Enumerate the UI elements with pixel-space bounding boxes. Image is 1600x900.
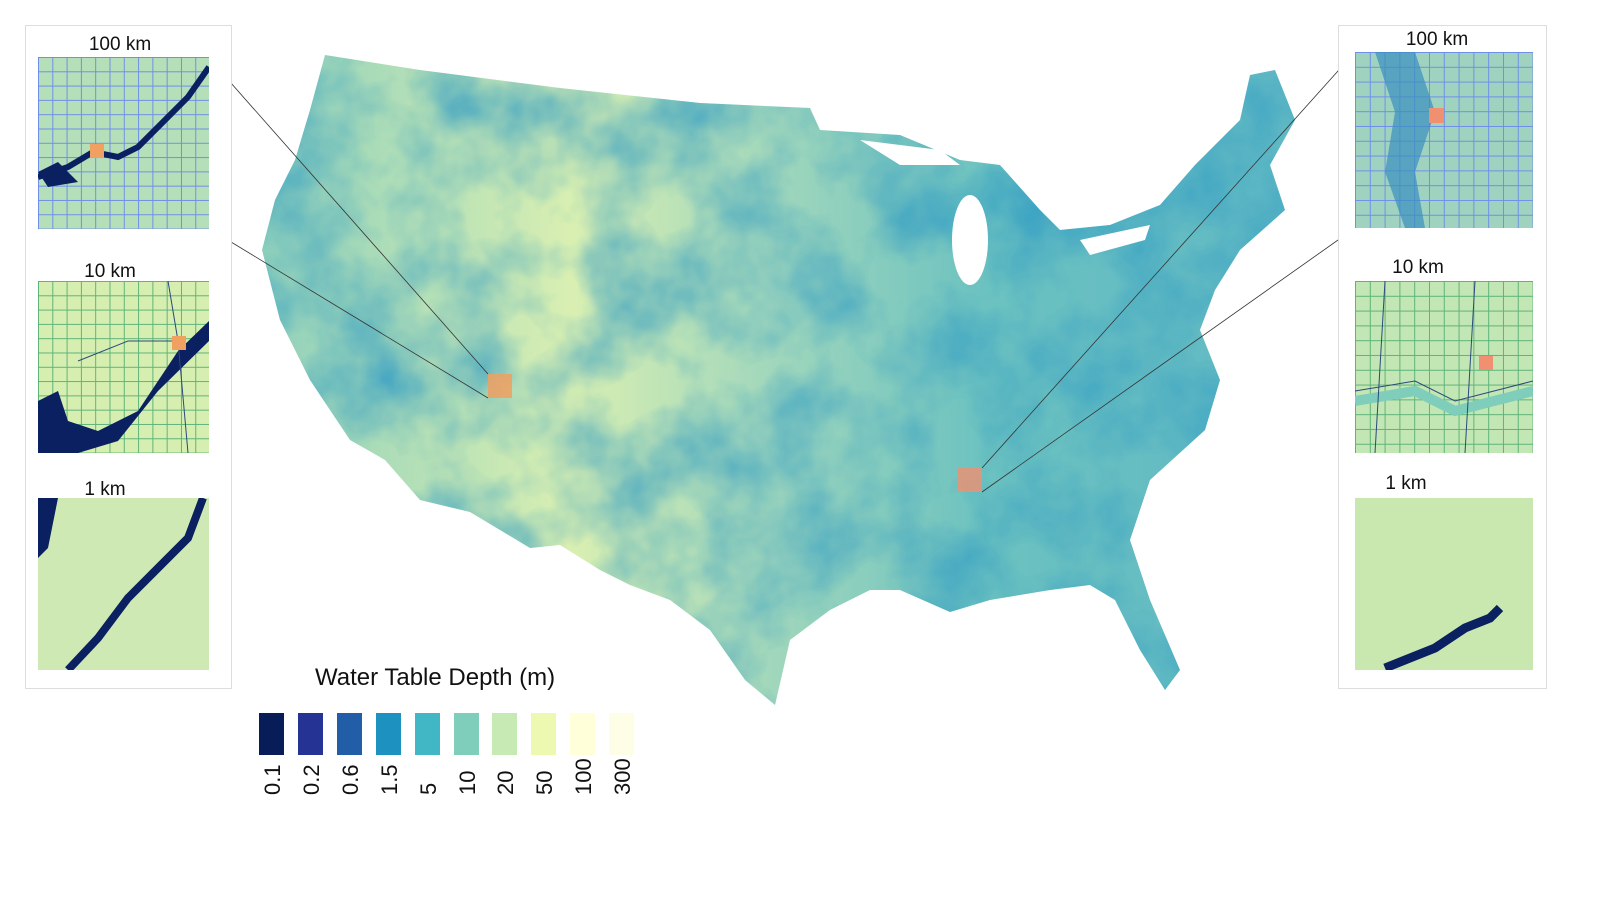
legend-swatch: [492, 713, 518, 755]
legend-label: 1.5: [376, 764, 402, 795]
legend-swatch: [336, 713, 362, 755]
right-inset-10km: [1355, 281, 1533, 453]
right-inset-1km: [1355, 498, 1533, 670]
lake-erie: [1080, 225, 1150, 255]
right-scale-100km: 100 km: [1405, 29, 1469, 50]
legend-title: Water Table Depth (m): [315, 664, 556, 691]
legend-label: 10: [454, 770, 480, 795]
legend-label: 50: [532, 770, 558, 795]
legend-swatch: [297, 713, 323, 755]
right-scale-10km: 10 km: [1392, 257, 1444, 278]
left-scale-10km: 10 km: [84, 261, 136, 282]
left-inset-100km: [38, 57, 209, 229]
legend-label: 300: [610, 758, 636, 795]
legend-swatch: [609, 713, 635, 755]
legend-label: 100: [571, 758, 597, 795]
left-inset-10km: [38, 281, 209, 453]
legend-label: 20: [493, 770, 519, 795]
legend-swatch: [259, 713, 284, 755]
legend-swatch: [375, 713, 401, 755]
legend-label: 0.6: [337, 764, 363, 795]
us-outline: [262, 55, 1295, 705]
legend-label: 0.2: [298, 764, 324, 795]
legend-label: 0.1: [260, 764, 285, 795]
highlight-box-east: [958, 468, 982, 492]
highlight-box-west: [488, 374, 512, 398]
right-scale-1km: 1 km: [1385, 473, 1427, 494]
left-inset-1km: [38, 498, 209, 670]
left-scale-100km: 100 km: [88, 34, 152, 55]
lake-michigan: [952, 195, 988, 285]
lake-superior: [860, 140, 960, 165]
legend-label: 5: [415, 782, 441, 795]
right-inset-100km: [1355, 52, 1533, 228]
legend-swatch: [531, 713, 557, 755]
left-scale-1km: 1 km: [84, 479, 126, 500]
legend-swatch: [453, 713, 479, 755]
legend-swatch: [570, 713, 596, 755]
legend-swatch: [414, 713, 440, 755]
